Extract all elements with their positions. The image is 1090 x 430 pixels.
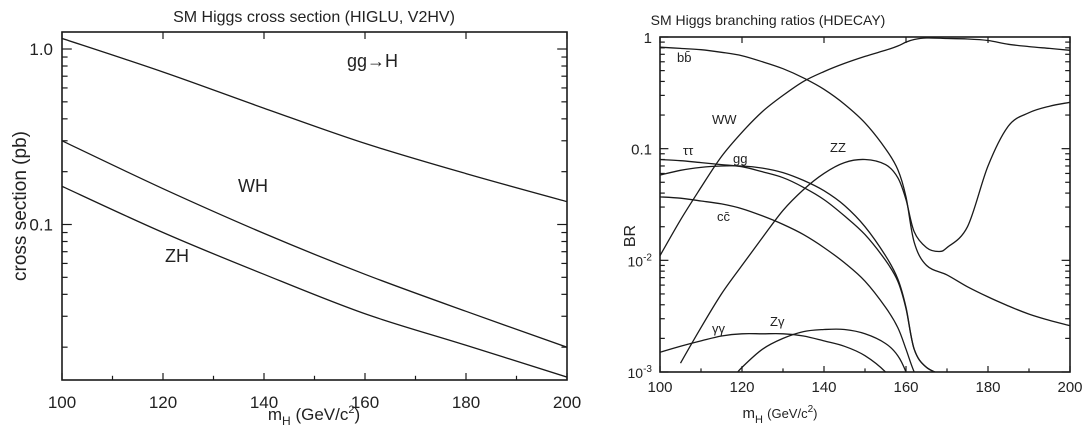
- right-series-line-bb: [660, 46, 1070, 327]
- right-series-line-gammagamma: [660, 332, 887, 372]
- right-y-tick-label: 0.1: [631, 142, 652, 159]
- left-series-line-zh: [62, 185, 567, 378]
- right-series-line-cc: [660, 196, 915, 372]
- right-x-axis-label-sub: H: [755, 414, 763, 426]
- tick-base: 10: [628, 365, 644, 381]
- right-series-label-ww: WW: [712, 112, 737, 127]
- right-series-label-bb: bb̄: [677, 50, 691, 65]
- left-y-tick-label: 0.1: [29, 216, 53, 235]
- left-x-axis-label-unit-sup: 2: [348, 404, 354, 416]
- left-x-axis-label-unit-end: ): [354, 405, 360, 424]
- left-x-tick-label: 200: [553, 393, 581, 412]
- left-x-tick-label: 100: [48, 393, 76, 412]
- right-chart-title: SM Higgs branching ratios (HDECAY): [651, 12, 886, 28]
- left-series-labels: gg→H WH ZH: [165, 51, 398, 266]
- right-series-line-zgamma: [736, 328, 907, 372]
- left-series-label-zh: ZH: [165, 246, 189, 266]
- right-x-axis-label-unit: (GeV/c: [767, 406, 808, 421]
- left-x-axis-label-unit: (GeV/c: [295, 405, 348, 424]
- tick-exponent: -2: [643, 252, 652, 263]
- left-x-axis-label-sub: H: [282, 414, 291, 428]
- left-axes: 100 120 140 160 180 200 0.1 1.0: [29, 32, 581, 412]
- left-plot-frame: [61, 31, 568, 381]
- right-series-label-gg: gg: [733, 151, 747, 166]
- right-series-label-gammagamma: γγ: [712, 321, 726, 336]
- left-chart-title: SM Higgs cross section (HIGLU, V2HV): [173, 9, 455, 26]
- left-y-axis-label: cross section (pb): [10, 131, 31, 281]
- right-x-tick-label: 140: [811, 379, 836, 396]
- right-y-tick-label: 10-2: [628, 252, 653, 269]
- right-x-tick-label: 180: [975, 379, 1000, 396]
- left-x-axis-label: mH (GeV/c2): [268, 404, 360, 428]
- right-y-tick-label: 1: [644, 30, 652, 47]
- left-series-line-wh: [62, 140, 567, 348]
- right-x-axis-label-unit-end: ): [813, 406, 817, 421]
- right-x-axis-label-unit-sup: 2: [808, 404, 814, 415]
- left-series-label-gg-to-h: gg→H: [347, 51, 398, 71]
- right-series-label-cc: cc̄: [717, 209, 731, 224]
- left-x-tick-label: 180: [452, 393, 480, 412]
- tick-exponent: -3: [643, 364, 652, 375]
- right-y-tick-label: 10-3: [628, 364, 653, 381]
- left-series-line-gg-to-h: [62, 37, 567, 203]
- right-series-line-ww: [660, 37, 1070, 257]
- right-series-line-gg: [660, 165, 936, 372]
- right-x-tick-label: 100: [647, 379, 672, 396]
- left-x-tick-label: 140: [250, 393, 278, 412]
- right-series-label-tautau: ττ: [683, 143, 694, 158]
- right-x-tick-label: 160: [893, 379, 918, 396]
- left-x-tick-label: 120: [149, 393, 177, 412]
- right-series-label-zz: ZZ: [830, 140, 846, 155]
- right-series-line-zz: [679, 101, 1070, 364]
- right-series-label-zgamma: Zγ: [770, 314, 785, 329]
- right-plot-frame: [659, 36, 1071, 373]
- right-series-labels: bb̄ WW ZZ ττ gg cc̄ γγ Zγ: [677, 50, 846, 336]
- right-x-tick-label: 200: [1057, 379, 1082, 396]
- right-x-tick-label: 120: [729, 379, 754, 396]
- branching-ratio-chart: SM Higgs branching ratios (HDECAY) 100 12…: [622, 12, 1083, 426]
- right-x-axis-label: mH (GeV/c2): [743, 404, 818, 426]
- left-x-axis-label-main: m: [268, 405, 282, 424]
- left-x-tick-label: 160: [351, 393, 379, 412]
- right-series-group: [660, 37, 1070, 372]
- left-y-tick-label: 1.0: [29, 40, 53, 59]
- right-y-axis-label: BR: [622, 225, 639, 247]
- left-series-label-wh: WH: [238, 176, 268, 196]
- tick-base: 10: [628, 253, 644, 269]
- cross-section-chart: SM Higgs cross section (HIGLU, V2HV) 100…: [10, 9, 581, 428]
- right-x-axis-label-main: m: [743, 405, 756, 422]
- left-series-group: [62, 37, 567, 378]
